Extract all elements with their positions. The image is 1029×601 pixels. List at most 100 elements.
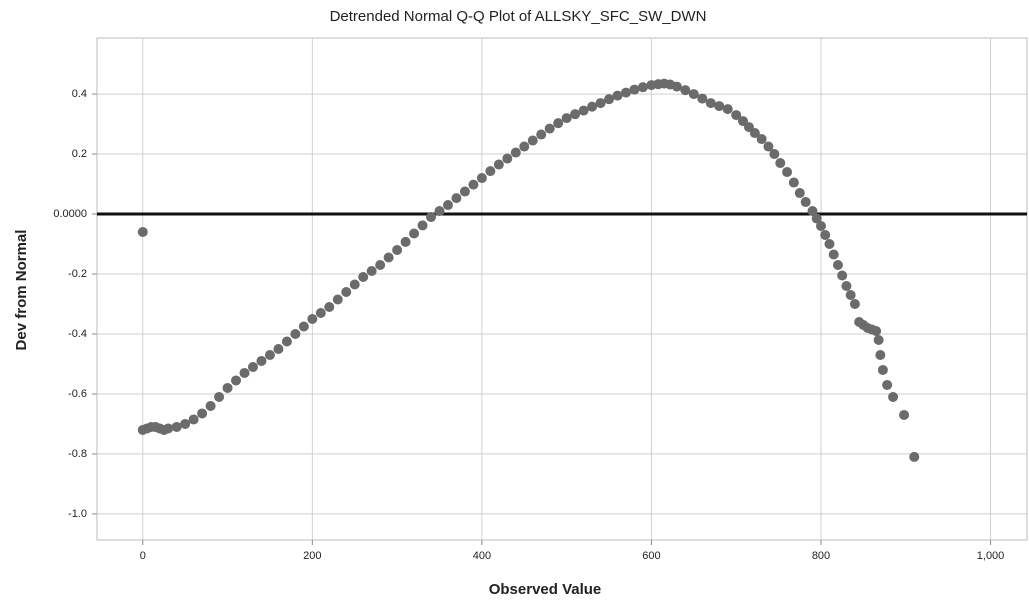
y-tick-label: -1.0 (68, 508, 87, 520)
point (510, 147, 521, 158)
point (731, 110, 742, 121)
point (519, 141, 530, 152)
point (811, 213, 822, 224)
point (375, 260, 386, 271)
point (769, 149, 780, 160)
point (417, 220, 428, 231)
y-tick-label: 0.4 (72, 88, 87, 100)
y-tick-label: 0.0000 (53, 208, 87, 220)
point (888, 391, 899, 402)
point (871, 325, 882, 336)
point (442, 200, 453, 211)
point (553, 118, 564, 129)
point (671, 81, 682, 92)
point (882, 379, 893, 390)
point (434, 206, 445, 217)
point (714, 101, 725, 112)
x-tick-label: 1,000 (977, 550, 1005, 562)
point (697, 93, 708, 104)
point (680, 85, 691, 96)
y-axis-title: Dev from Normal (13, 230, 30, 351)
point (722, 104, 733, 115)
point (180, 418, 191, 429)
point (171, 421, 182, 432)
y-tick-label: 0.2 (72, 148, 87, 160)
point (392, 245, 403, 256)
point (459, 186, 470, 197)
point (570, 109, 581, 120)
point (820, 230, 831, 241)
point (612, 90, 623, 101)
point (239, 367, 250, 378)
point (782, 167, 793, 178)
x-tick-label: 0 (140, 550, 146, 562)
point (756, 134, 767, 145)
point (909, 451, 920, 462)
point (231, 375, 242, 386)
point (468, 179, 479, 190)
point (824, 239, 835, 250)
point (794, 188, 805, 199)
point (788, 177, 799, 188)
point (544, 123, 555, 134)
point (366, 266, 377, 277)
point (493, 159, 504, 170)
point (400, 236, 411, 247)
point (877, 364, 888, 375)
point (290, 328, 301, 339)
point (247, 361, 258, 372)
point (188, 414, 199, 425)
point (604, 94, 615, 105)
x-tick-label: 600 (642, 550, 660, 562)
point (264, 349, 275, 360)
point (841, 281, 852, 292)
point (383, 252, 394, 263)
y-tick-label: -0.6 (68, 388, 87, 400)
point (749, 128, 760, 139)
point (561, 113, 572, 124)
point (595, 98, 606, 109)
y-tick-label: -0.4 (68, 328, 87, 340)
point (873, 334, 884, 345)
point (705, 98, 716, 109)
point (476, 173, 487, 184)
point (815, 221, 826, 232)
point (298, 321, 309, 332)
y-tick-label: -0.8 (68, 448, 87, 460)
point (688, 89, 699, 100)
point (409, 228, 420, 239)
point (899, 409, 910, 420)
point (273, 343, 284, 354)
x-tick-label: 400 (473, 550, 491, 562)
point (845, 289, 856, 300)
point (536, 129, 547, 140)
point (832, 260, 843, 271)
point (775, 158, 786, 169)
point (849, 298, 860, 309)
point (451, 193, 462, 204)
point (621, 87, 632, 98)
point (763, 141, 774, 152)
point (163, 423, 174, 434)
point (875, 349, 886, 360)
point (341, 286, 352, 297)
point (281, 336, 292, 347)
chart-title: Detrended Normal Q-Q Plot of ALLSKY_SFC_… (330, 8, 707, 25)
point (637, 82, 648, 93)
point (485, 166, 496, 177)
point (527, 135, 538, 146)
x-axis-title: Observed Value (489, 581, 602, 598)
point (800, 197, 811, 208)
point (307, 313, 318, 324)
point (807, 206, 818, 217)
point (349, 279, 360, 290)
point (828, 249, 839, 260)
point (837, 270, 848, 281)
point (426, 212, 437, 223)
point (256, 355, 267, 366)
y-tick-label: -0.2 (68, 268, 87, 280)
point (324, 301, 335, 312)
plot-frame (96, 37, 1028, 541)
